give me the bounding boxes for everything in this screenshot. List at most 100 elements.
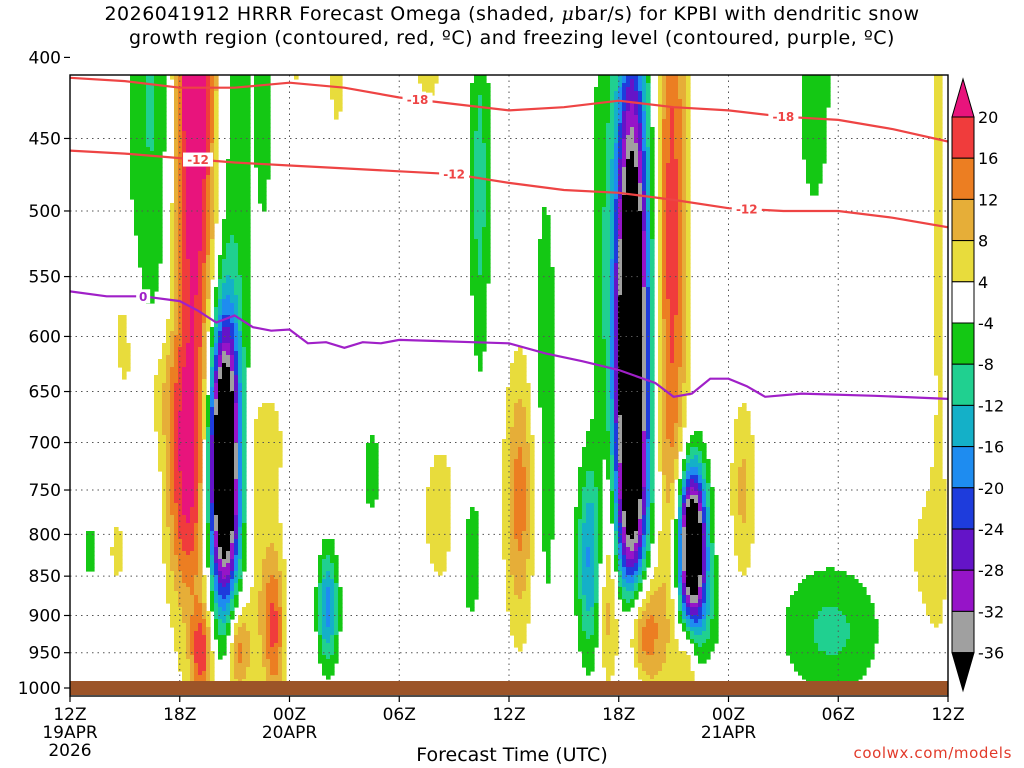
omega-shade-cell [166,579,175,584]
omega-shade-cell [218,331,223,336]
omega-shade-cell [162,399,171,404]
omega-shade-cell [238,319,243,324]
omega-shade-cell [202,343,207,348]
omega-shade-cell [934,143,943,148]
omega-shade-cell [666,259,679,264]
omega-shade-cell [938,379,943,384]
omega-shade-cell [470,147,475,152]
omega-shade-cell [582,535,595,540]
omega-shade-cell [214,107,219,112]
omega-shade-cell [642,271,647,276]
omega-shade-cell [710,559,715,564]
omega-shade-cell [686,255,691,260]
omega-shade-cell [650,355,655,360]
omega-shade-cell [542,483,555,488]
omega-shade-cell [202,271,207,276]
omega-shade-cell [614,423,619,428]
omega-shade-cell [622,451,643,456]
omega-shade-cell [166,487,171,492]
omega-shade-cell [514,495,527,500]
omega-shade-cell [222,283,235,288]
omega-shade-cell [214,163,219,168]
omega-shade-cell [222,339,235,344]
omega-shade-cell [274,575,283,580]
omega-shade-cell [934,315,943,320]
omega-shade-cell [598,515,603,520]
omega-shade-cell [642,163,647,168]
omega-shade-cell [278,603,283,608]
omega-shade-cell [610,79,619,84]
omega-shade-cell [662,295,667,300]
omega-shade-cell [526,427,531,432]
omega-shade-cell [214,167,219,172]
omega-shade-cell [470,291,487,296]
omega-shade-cell [666,475,675,480]
omega-shade-cell [806,171,823,176]
omega-shade-cell [254,135,271,140]
omega-shade-cell [510,463,515,468]
omega-shade-cell [474,219,487,224]
omega-shade-cell [638,159,643,164]
omega-shade-cell [530,515,535,520]
omega-shade-cell [734,543,751,548]
omega-shade-cell [254,119,271,124]
omega-shade-cell [934,307,943,312]
omega-shade-cell [466,519,479,524]
omega-shade-cell [658,467,663,472]
omega-shade-cell [618,207,623,212]
omega-shade-cell [510,503,515,508]
omega-shade-cell [594,95,611,100]
omega-shade-cell [710,543,715,548]
omega-shade-cell [230,75,251,80]
omega-shade-cell [574,543,579,548]
omega-shade-cell [282,607,287,612]
omega-shade-cell [650,587,659,592]
omega-shade-cell [530,555,535,560]
omega-shade-cell [642,463,647,468]
omega-shade-cell [610,331,615,336]
omega-shade-cell [714,603,719,608]
omega-shade-cell [594,399,607,404]
omega-shade-cell [474,155,487,160]
omega-shade-cell [658,247,663,252]
omega-shade-cell [202,579,207,584]
omega-shade-cell [234,487,239,492]
omega-shade-cell [178,423,195,428]
omega-shade-cell [602,267,611,272]
omega-shade-cell [202,371,207,376]
omega-shade-cell [606,395,611,400]
omega-shade-cell [206,107,211,112]
omega-shade-cell [282,603,287,608]
omega-shade-cell [318,571,323,576]
omega-shade-cell [330,83,343,88]
omega-shade-cell [674,435,679,440]
omega-shade-cell [254,139,271,144]
omega-shade-cell [646,415,651,420]
omega-shade-cell [242,431,247,436]
chart-title: 2026041912 HRRR Forecast Omega (shaded, … [0,2,1024,50]
omega-shade-cell [578,587,583,592]
omega-shade-cell [178,211,183,216]
omega-shade-cell [662,135,671,140]
omega-shade-cell [662,355,667,360]
omega-shade-cell [678,291,683,296]
omega-shade-cell [474,199,487,204]
omega-shade-cell [658,431,663,436]
omega-shade-cell [650,331,655,336]
omega-shade-cell [922,511,947,516]
omega-shade-cell [710,591,715,596]
omega-shade-cell [686,127,691,132]
omega-shade-cell [206,443,211,448]
omega-shade-cell [186,203,203,208]
omega-shade-cell [682,255,687,260]
omega-shade-cell [182,575,195,580]
omega-shade-cell [214,543,219,548]
omega-shade-cell [222,267,239,272]
omega-shade-cell [238,455,243,460]
omega-shade-cell [194,495,199,500]
omega-shade-cell [642,451,647,456]
omega-shade-cell [614,315,619,320]
omega-shade-cell [194,539,199,544]
omega-shade-cell [214,523,219,528]
omega-shade-cell [682,415,687,420]
